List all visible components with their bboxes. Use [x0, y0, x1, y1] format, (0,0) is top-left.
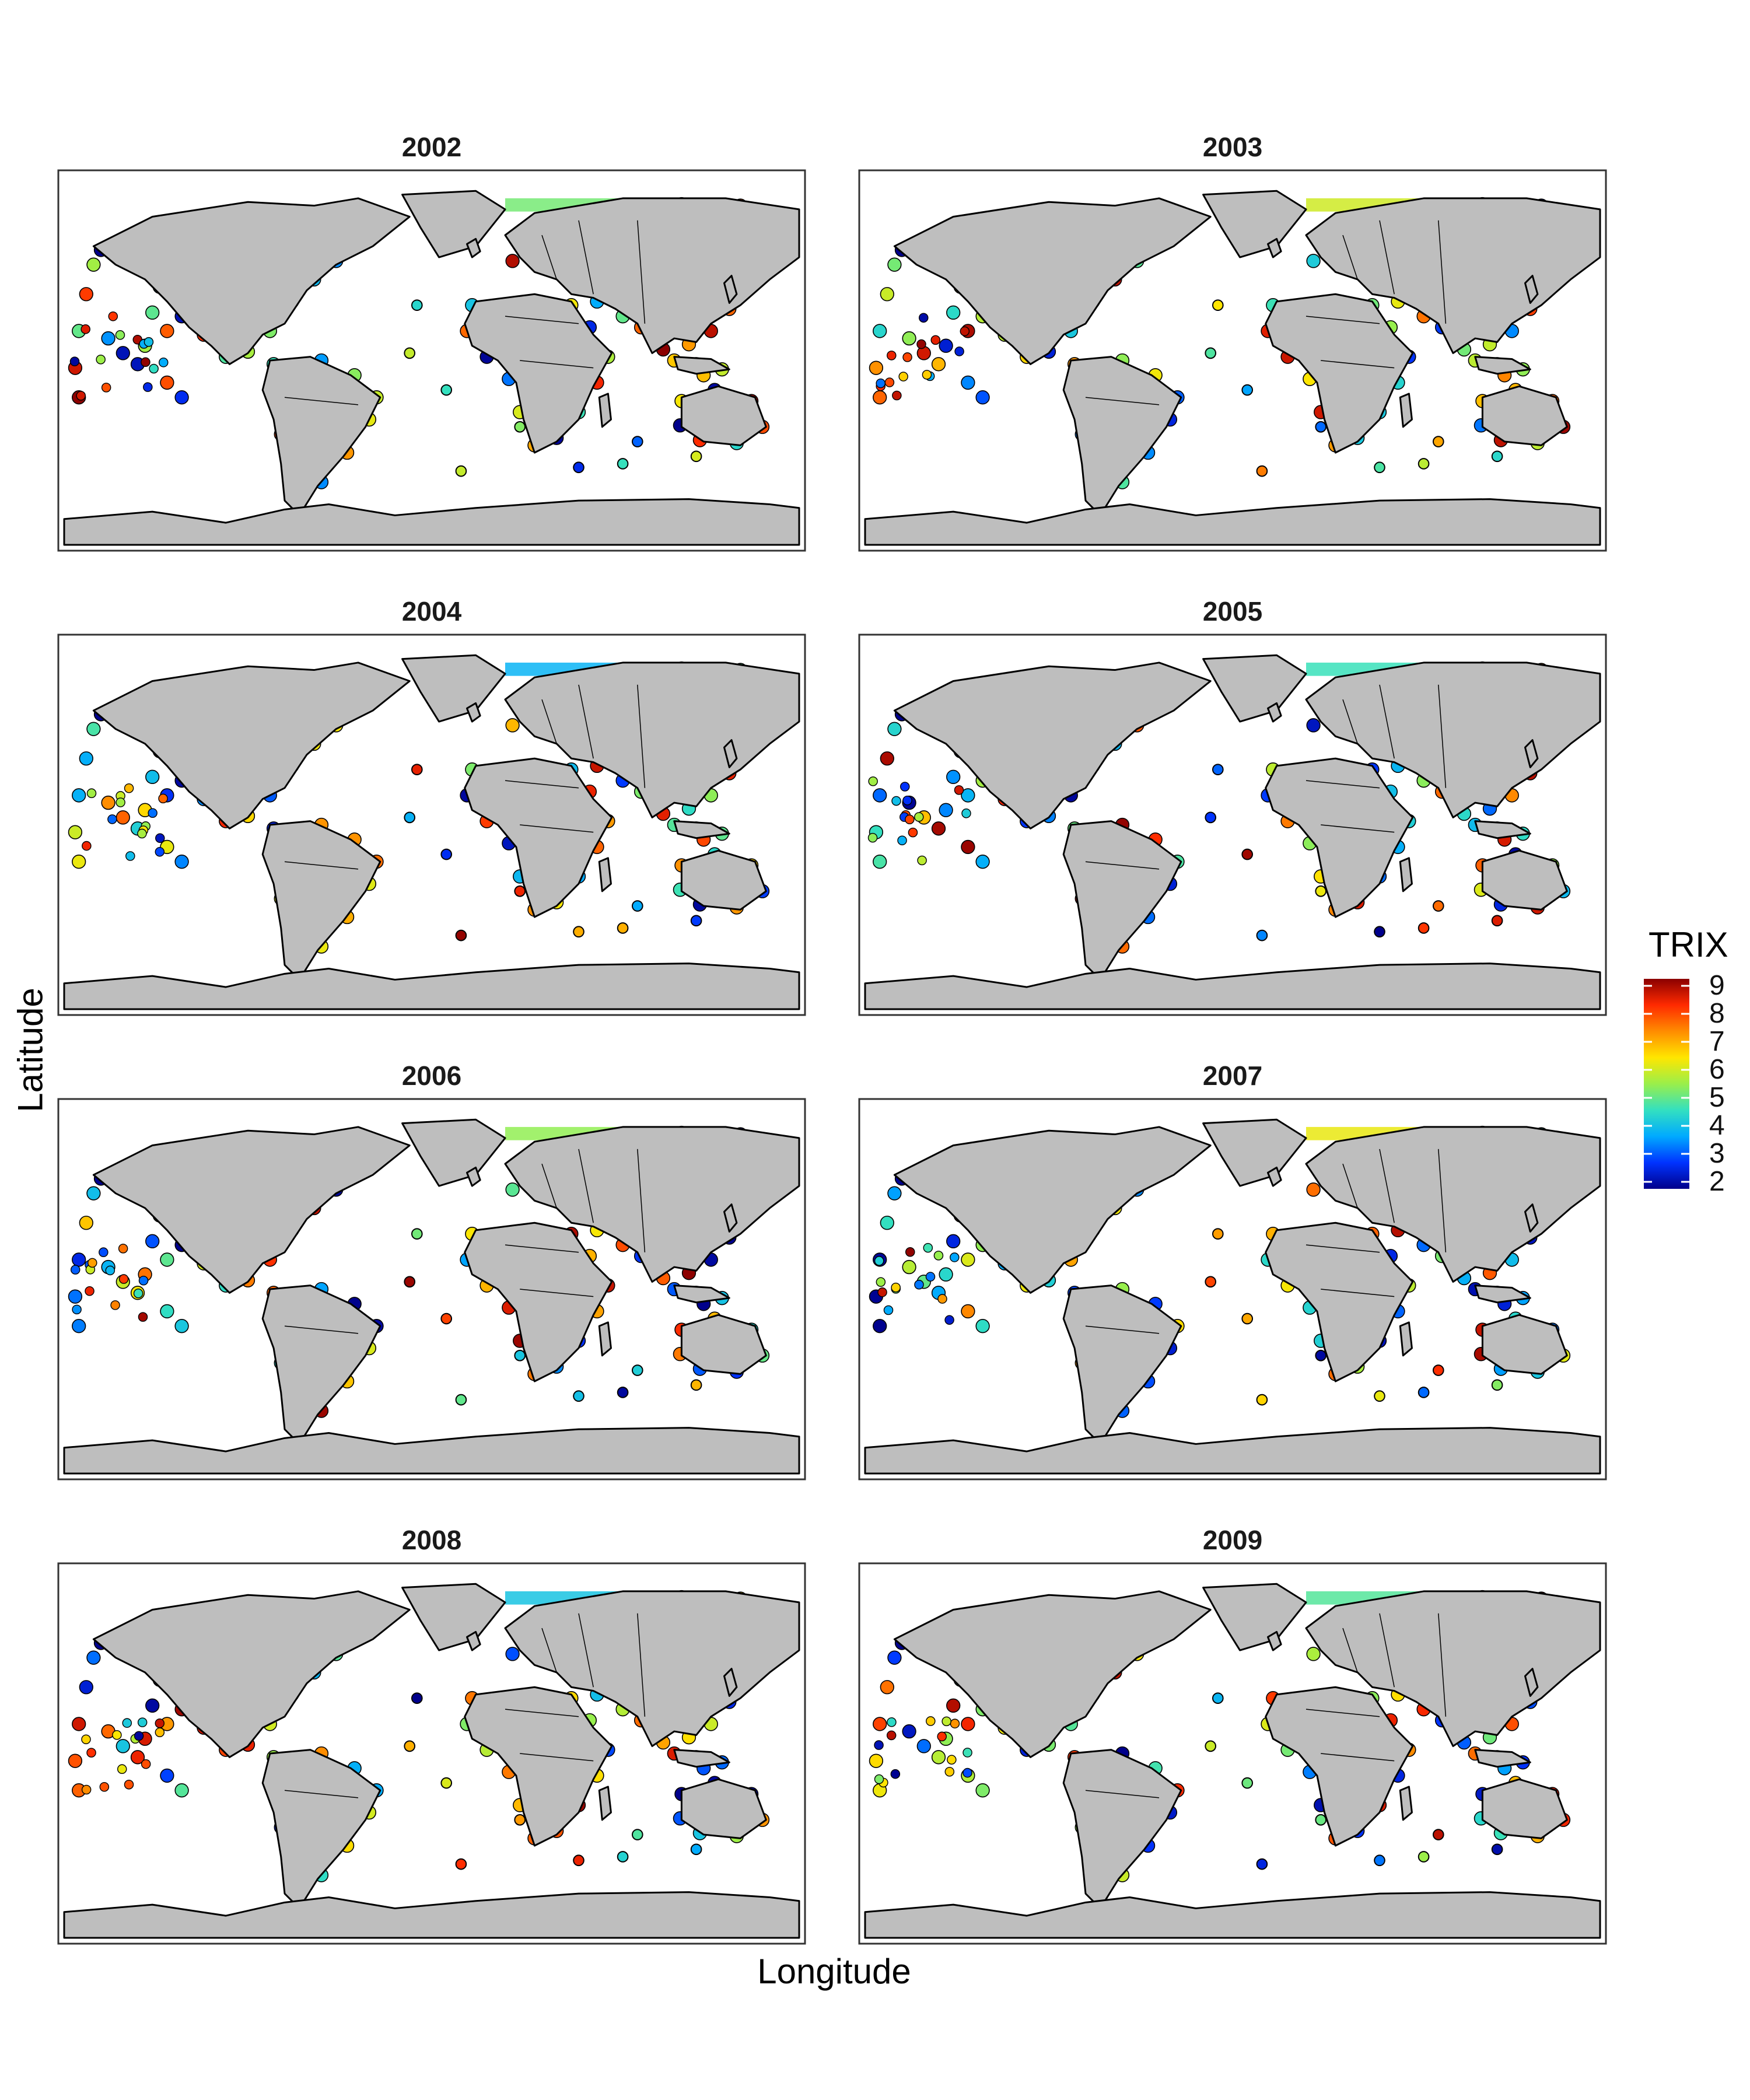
land [865, 1584, 1600, 1938]
map-panel-2003 [858, 169, 1607, 552]
panel-title-2006: 2006 [401, 1060, 462, 1091]
map-panel-2004 [57, 634, 806, 1016]
land [865, 1119, 1600, 1474]
legend-tick-3: 3 [1709, 1138, 1725, 1169]
land [64, 1119, 799, 1474]
map-panel-2008 [57, 1562, 806, 1945]
land [865, 191, 1600, 545]
map-panel-2007 [858, 1098, 1607, 1480]
map-panel-2005 [858, 634, 1607, 1016]
map-panel-2002 [57, 169, 806, 552]
map-panel-2009 [858, 1562, 1607, 1945]
map-panel-2006 [57, 1098, 806, 1480]
land [64, 1584, 799, 1938]
land [865, 655, 1600, 1009]
land [64, 655, 799, 1009]
land [64, 191, 799, 545]
panel-title-2005: 2005 [1202, 596, 1263, 626]
panel-title-2007: 2007 [1202, 1060, 1263, 1091]
legend-tick-5: 5 [1709, 1082, 1725, 1113]
legend-tick-2: 2 [1709, 1166, 1725, 1197]
legend-tick-9: 9 [1709, 970, 1725, 1001]
y-axis-label: Latitude [10, 988, 50, 1112]
panel-title-2002: 2002 [401, 132, 462, 162]
panel-title-2009: 2009 [1202, 1525, 1263, 1555]
legend-colorbar [1644, 979, 1689, 1189]
legend-tick-7: 7 [1709, 1026, 1725, 1057]
x-axis-label: Longitude [757, 1952, 911, 1991]
legend-tick-6: 6 [1709, 1054, 1725, 1085]
panel-title-2003: 2003 [1202, 132, 1263, 162]
legend-tick-4: 4 [1709, 1110, 1725, 1141]
panel-title-2004: 2004 [401, 596, 462, 626]
legend-title: TRIX [1648, 925, 1728, 964]
panel-title-2008: 2008 [401, 1525, 462, 1555]
legend-tick-8: 8 [1709, 998, 1725, 1029]
